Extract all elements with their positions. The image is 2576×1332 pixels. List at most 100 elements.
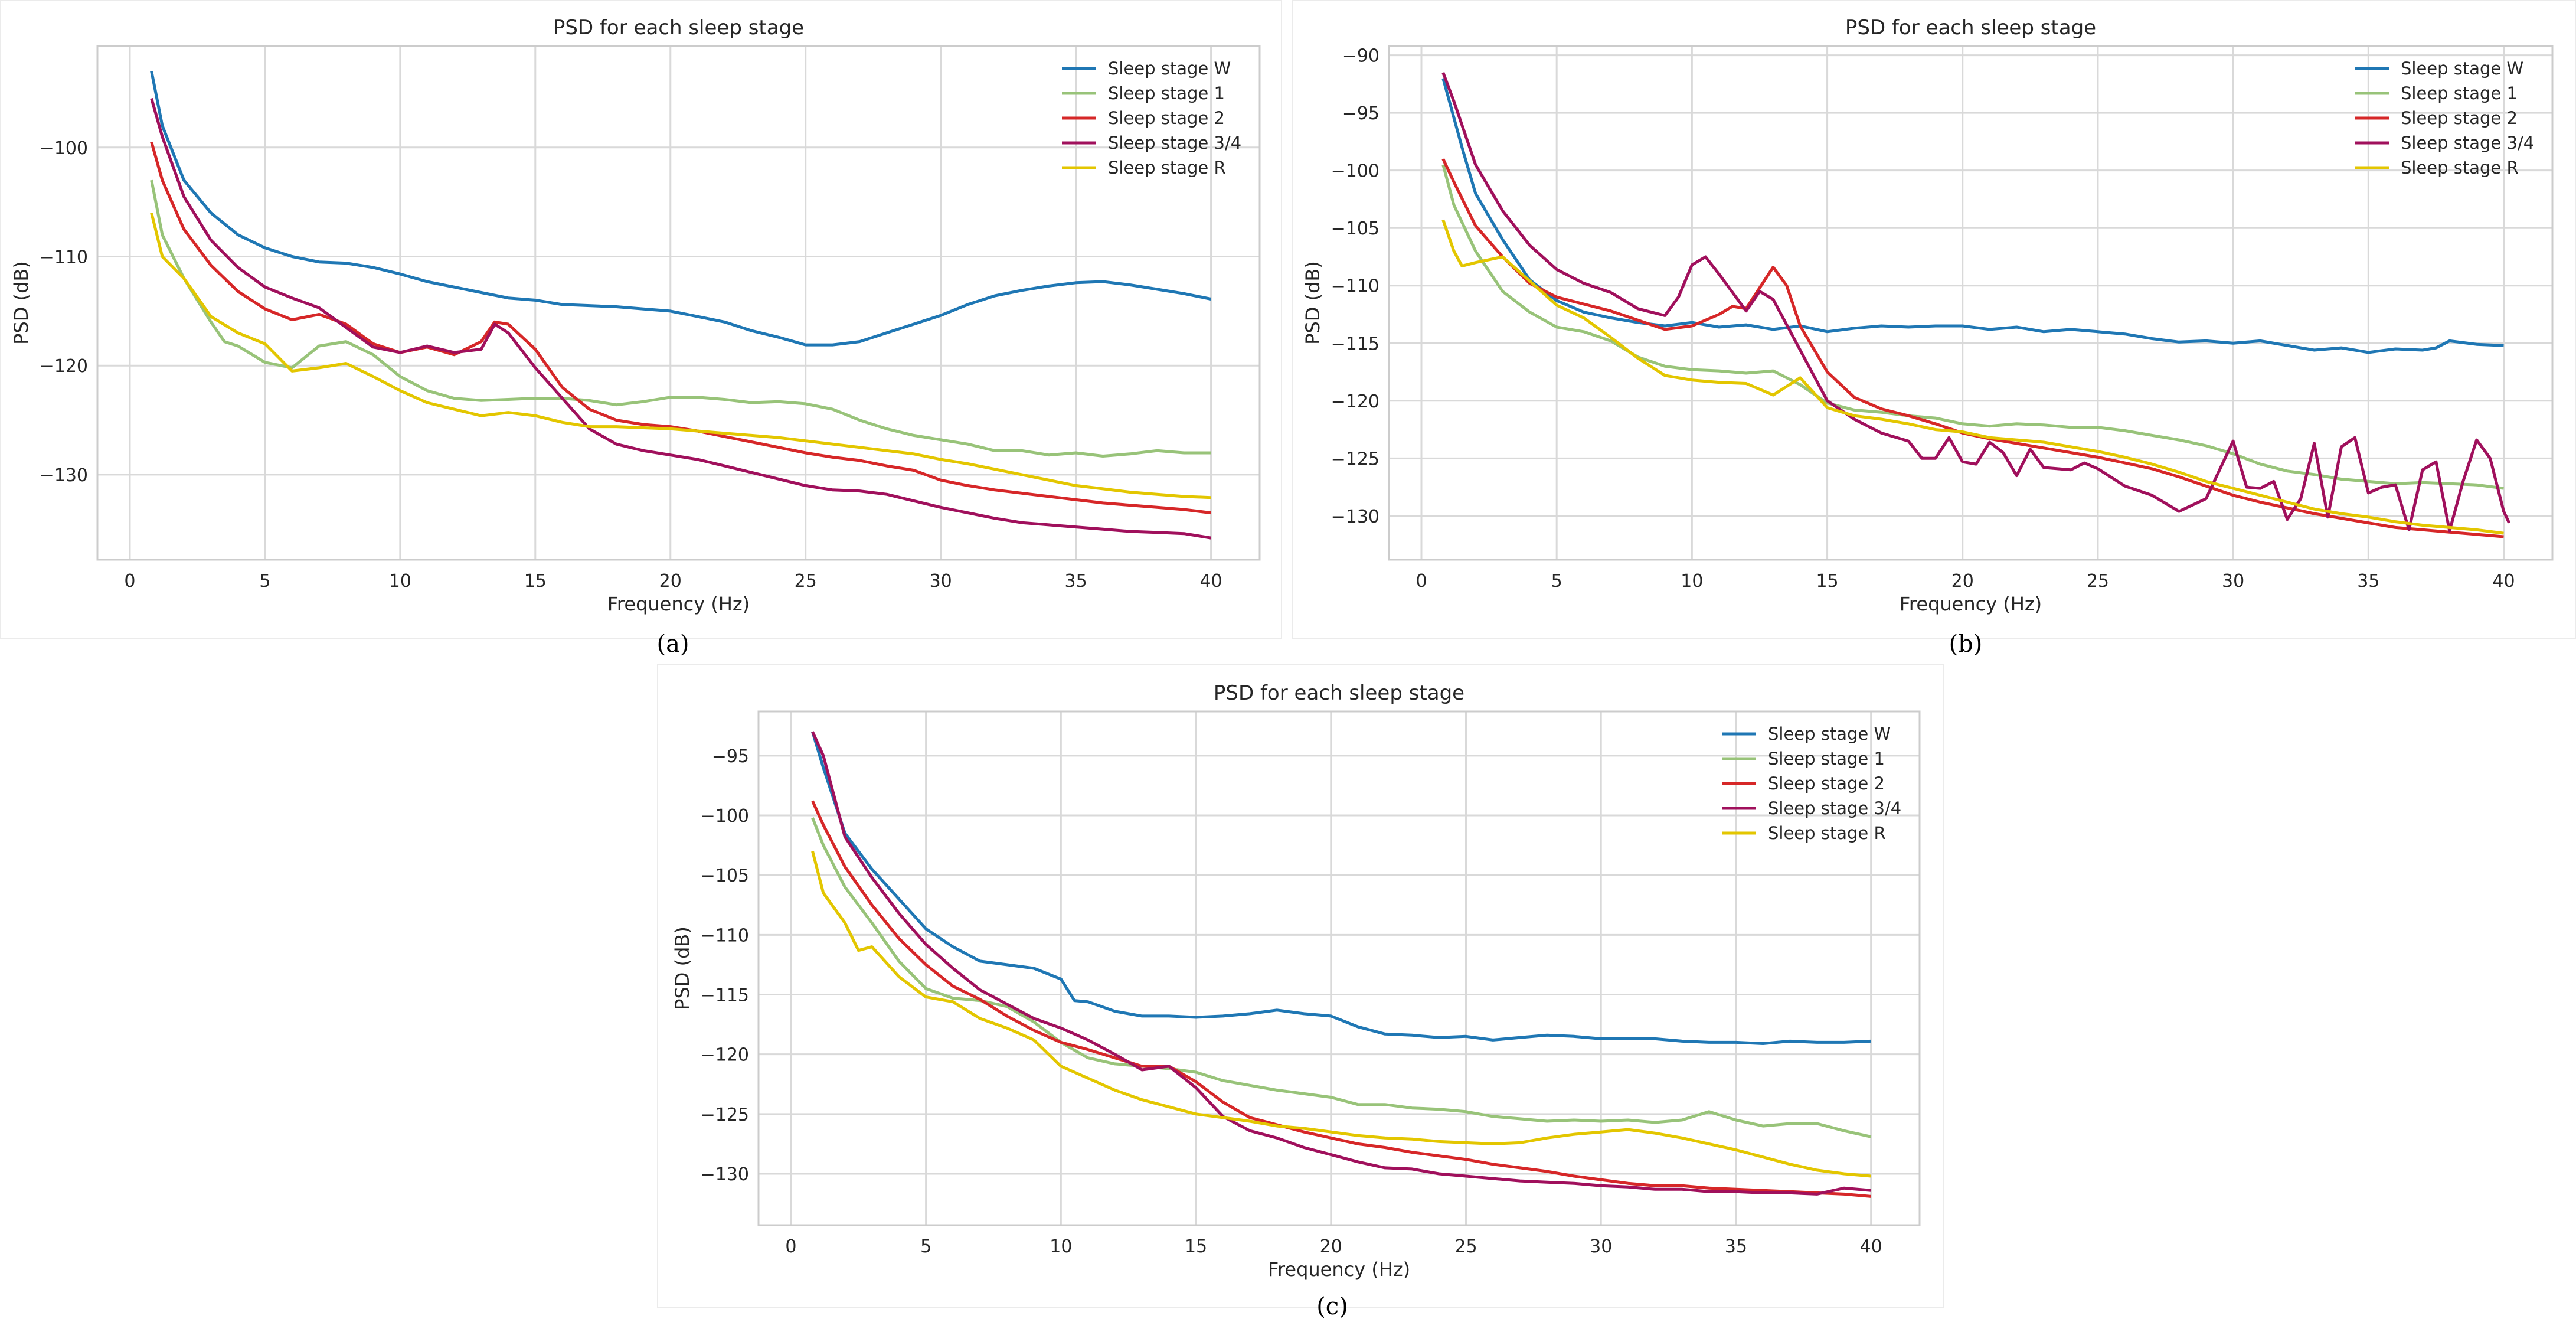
chart-c: 0 5 10 15 20 25 30 35 40 −95 −100 −105 −110 −115 −120 −… — [671, 681, 1921, 1281]
plot-frame-a — [96, 45, 1261, 561]
legend-entry: Sleep stage R — [1108, 158, 1226, 178]
y-tick-label: −130 — [40, 465, 88, 486]
panel-a-frame — [0, 0, 1282, 639]
x-tick-label: 35 — [1725, 1236, 1747, 1257]
series-line-sleep-stage-3-4 — [150, 98, 1211, 540]
x-tick-label: 10 — [1681, 571, 1703, 592]
x-tick-label: 20 — [1320, 1236, 1342, 1257]
legend-entry: Sleep stage R — [2401, 158, 2519, 178]
series-line-sleep-stage-w — [1441, 77, 2504, 354]
x-tick-label: 25 — [1454, 1236, 1477, 1257]
panel-c-frame — [657, 664, 1944, 1308]
x-tick-label: 30 — [1590, 1236, 1612, 1257]
x-tick-label: 15 — [1185, 1236, 1207, 1257]
x-tick-label: 40 — [1860, 1236, 1882, 1257]
legend-entry: Sleep stage R — [1768, 823, 1886, 843]
x-axis-label: Frequency (Hz) — [1900, 593, 2042, 615]
y-tick-label: −130 — [701, 1164, 749, 1185]
plot-frame-b — [1388, 45, 2554, 561]
caption-b: (b) — [1949, 631, 1983, 658]
chart-b: 0 5 10 15 20 25 30 35 40 −90 −95 −100 −105 −110 −115 −1… — [1302, 16, 2554, 615]
series-line-sleep-stage-2 — [150, 141, 1211, 515]
series-line-sleep-stage-3-4 — [1441, 72, 2510, 533]
x-tick-label: 30 — [930, 571, 952, 592]
y-tick-label: −105 — [1331, 218, 1379, 239]
legend-entry: Sleep stage W — [2401, 58, 2523, 79]
chart-a: 0 5 10 15 20 25 30 35 40 −100 −110 −120 −130 PSD for … — [10, 16, 1261, 615]
y-tick-label: −110 — [701, 925, 749, 946]
series-line-sleep-stage-1 — [811, 817, 1872, 1138]
x-tick-label: 10 — [389, 571, 411, 592]
legend-entry: Sleep stage 2 — [2401, 108, 2518, 128]
series-line-sleep-stage-r — [1441, 219, 2504, 535]
y-tick-label: −130 — [1331, 507, 1379, 527]
x-tick-label: 10 — [1050, 1236, 1072, 1257]
series-line-sleep-stage-3-4 — [811, 731, 1871, 1196]
plot-area-a — [97, 46, 1260, 560]
legend-entry: Sleep stage 2 — [1108, 108, 1225, 128]
series-line-sleep-stage-1 — [1441, 164, 2504, 490]
chart-title: PSD for each sleep stage — [1214, 681, 1464, 705]
y-tick-label: −110 — [40, 247, 88, 267]
y-axis-label: PSD (dB) — [1302, 261, 1324, 345]
x-tick-label: 5 — [920, 1236, 931, 1257]
legend-entry: Sleep stage 3/4 — [1768, 798, 1901, 818]
x-tick-label: 20 — [1951, 571, 1974, 592]
x-tick-label: 0 — [1416, 571, 1427, 592]
x-tick-label: 15 — [1816, 571, 1838, 592]
y-tick-label: −120 — [40, 356, 88, 377]
x-tick-label: 25 — [2087, 571, 2109, 592]
y-tick-label: −110 — [1331, 276, 1379, 297]
y-tick-label: −125 — [1331, 449, 1379, 469]
y-tick-label: −115 — [701, 985, 749, 1006]
series-line-sleep-stage-2 — [811, 800, 1871, 1198]
x-tick-label: 40 — [2492, 571, 2515, 592]
legend-entry: Sleep stage W — [1108, 58, 1231, 79]
legend-entry: Sleep stage 3/4 — [1108, 133, 1241, 153]
x-tick-label: 25 — [795, 571, 817, 592]
y-tick-label: −105 — [701, 866, 749, 886]
x-tick-label: 30 — [2222, 571, 2244, 592]
x-tick-label: 15 — [524, 571, 547, 592]
chart-title: PSD for each sleep stage — [1845, 16, 2096, 40]
y-tick-label: −125 — [701, 1105, 749, 1125]
x-tick-label: 40 — [1199, 571, 1222, 592]
y-tick-label: −90 — [1342, 46, 1379, 67]
x-tick-label: 0 — [785, 1236, 796, 1257]
legend-entry: Sleep stage 2 — [1768, 773, 1885, 794]
legend-entry: Sleep stage 1 — [1108, 83, 1225, 103]
x-axis-label: Frequency (Hz) — [1268, 1258, 1410, 1281]
x-tick-label: 35 — [1065, 571, 1087, 592]
x-tick-label: 35 — [2357, 571, 2379, 592]
series-line-sleep-stage-w — [811, 731, 1871, 1045]
plot-frame-c — [757, 710, 1921, 1226]
series-line-sleep-stage-r — [150, 212, 1211, 500]
x-tick-label: 0 — [124, 571, 135, 592]
y-axis-label: PSD (dB) — [671, 926, 694, 1010]
caption-a: (a) — [656, 631, 689, 658]
y-axis-label: PSD (dB) — [10, 261, 32, 345]
y-tick-label: −120 — [1331, 391, 1379, 412]
x-tick-label: 5 — [259, 571, 270, 592]
y-tick-label: −95 — [1342, 103, 1379, 124]
y-tick-label: −100 — [40, 138, 88, 159]
series-line-sleep-stage-r — [811, 851, 1871, 1178]
panel-b-frame — [1292, 0, 2576, 639]
x-tick-label: 5 — [1551, 571, 1562, 592]
legend-entry: Sleep stage 1 — [1768, 749, 1885, 769]
series-line-sleep-stage-2 — [1441, 158, 2504, 538]
x-axis-label: Frequency (Hz) — [607, 593, 750, 615]
y-tick-label: −115 — [1331, 334, 1379, 354]
legend-entry: Sleep stage 1 — [2401, 83, 2518, 103]
y-tick-label: −95 — [712, 746, 749, 767]
y-tick-label: −100 — [701, 806, 749, 827]
caption-c: (c) — [1316, 1293, 1348, 1320]
y-tick-label: −120 — [701, 1045, 749, 1066]
y-tick-label: −100 — [1331, 161, 1379, 182]
legend-entry: Sleep stage 3/4 — [2401, 133, 2534, 153]
chart-title: PSD for each sleep stage — [553, 16, 804, 40]
x-tick-label: 20 — [659, 571, 682, 592]
legend-entry: Sleep stage W — [1768, 724, 1891, 744]
series-line-sleep-stage-w — [150, 71, 1212, 347]
